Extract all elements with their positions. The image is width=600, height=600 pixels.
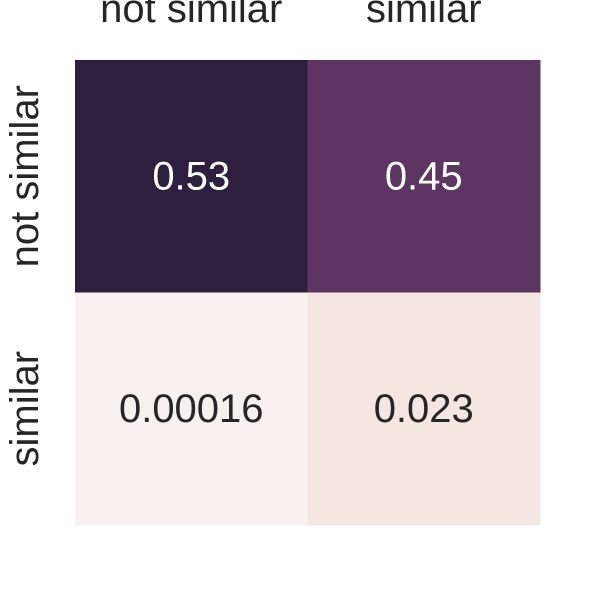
cell-value-label-r0-c0: 0.53 — [152, 154, 230, 198]
cells-layer — [75, 60, 541, 526]
cell-value-label-r1-c1: 0.023 — [374, 387, 474, 431]
x-tick-labels: not similar similar — [100, 0, 481, 31]
x-tick-label-similar: similar — [366, 0, 482, 31]
y-tick-label-similar: similar — [3, 351, 47, 467]
cell-value-label-r1-c0: 0.00016 — [119, 387, 264, 431]
heatmap-cell-r1-c0 — [75, 292, 308, 526]
heatmap-cell-r0-c0 — [75, 60, 308, 293]
y-tick-labels: not similar similar — [3, 85, 47, 466]
cell-value-label-r0-c1: 0.45 — [385, 154, 463, 198]
heatmap-cell-r1-c1 — [307, 292, 541, 526]
heatmap-cell-r0-c1 — [307, 60, 541, 293]
x-tick-label-not-similar: not similar — [100, 0, 282, 31]
cell-labels-layer: 0.53 0.45 0.00016 0.023 — [119, 154, 474, 431]
y-tick-label-not-similar: not similar — [3, 85, 47, 267]
